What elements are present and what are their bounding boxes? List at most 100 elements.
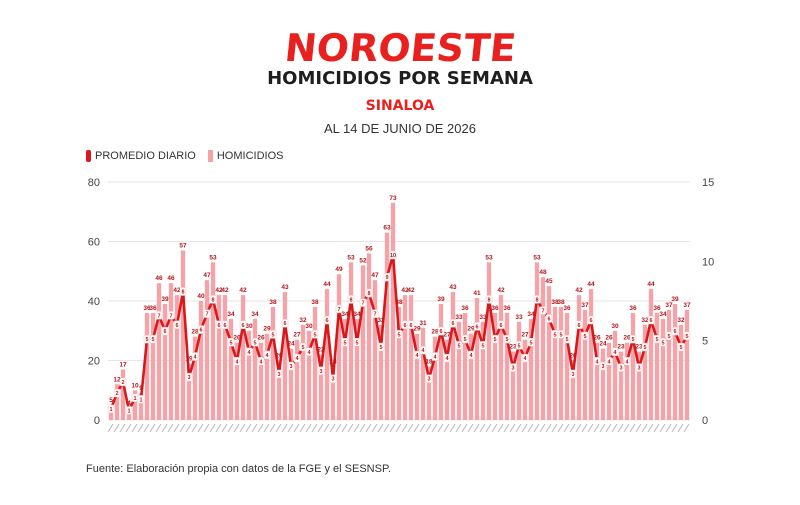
bar-data-label: 37 [581,302,589,309]
x-tick-mark [329,423,336,433]
bar [474,298,480,420]
bar [366,253,372,420]
bar-data-label: 38 [551,299,559,306]
y-right-tick-label: 10 [702,256,714,268]
x-tick-mark [365,423,372,433]
bar-data-label: 46 [155,275,163,282]
bar-data-label: 32 [299,317,307,324]
x-tick-mark [155,423,162,433]
line-data-label: 6 [475,324,478,330]
line-data-label-box [275,369,283,379]
line-data-label: 2 [115,391,118,397]
bar-data-label: 53 [533,254,541,261]
bar [276,360,282,420]
x-tick-mark [575,423,582,433]
bar-data-label: 43 [449,284,457,291]
x-tick-mark [461,423,468,433]
x-tick-mark [539,423,546,433]
bar [570,360,576,420]
line-data-label: 1 [127,408,130,414]
x-tick-mark [251,423,258,433]
line-data-label: 6 [409,323,412,329]
line-data-label-box [137,395,145,404]
bar-data-label: 47 [371,272,379,279]
y-right-tick-label: 15 [702,177,714,189]
bar [450,292,456,420]
y-left-tick-label: 80 [88,177,100,189]
line-data-label-box [371,309,379,318]
bar-data-label: 36 [563,305,571,312]
bar [264,333,270,420]
line-data-label-box [173,320,181,330]
x-tick-mark [269,423,276,433]
bar-data-label: 38 [557,299,565,306]
line-data-label-box [563,334,571,344]
bar [522,339,528,420]
bar [342,318,348,420]
bar [492,312,498,420]
line-data-label: 5 [529,340,532,346]
x-tick-mark [557,423,564,433]
bar-data-label: 46 [167,275,175,282]
bar-data-label: 26 [233,335,241,342]
x-tick-mark [659,423,666,433]
line-data-label-box [575,320,583,330]
bar-data-label: 32 [641,317,649,324]
x-tick-mark [377,423,384,433]
line-data-label: 5 [343,340,346,346]
bar [138,393,144,420]
legend-bar-label: HOMICIDIOS [216,150,284,162]
line-data-label: 5 [505,337,508,343]
bar [630,312,636,420]
line-data-label: 7 [157,313,160,319]
bar [180,250,186,420]
line-data-label-box [503,334,511,344]
bar-data-label: 22 [317,347,325,354]
x-tick-mark [125,423,132,433]
x-tick-mark [587,423,594,433]
bar [456,321,462,420]
x-tick-mark [203,423,210,433]
line-data-label-box [599,361,607,371]
bar [384,232,390,420]
bar-data-label: 5 [109,397,113,404]
line-data-label: 4 [307,350,311,356]
line-data-label-box [533,295,541,304]
line-data-label-box [281,318,289,328]
x-tick-mark [401,423,408,433]
bar-data-label: 42 [221,287,229,294]
bar-data-label: 23 [509,344,517,351]
line-data-label: 6 [325,318,328,324]
line-data-label-box [683,331,691,341]
x-tick-mark [185,423,192,433]
bar-data-label: 37 [665,302,673,309]
bar-data-label: 36 [149,305,157,312]
line-data-label-box [209,295,217,304]
x-tick-mark [161,423,168,433]
bar-data-label: 42 [575,287,583,294]
line-data-label: 5 [559,332,562,338]
line-data-label-box [623,357,631,366]
source-note: Fuente: Elaboración propia con datos de … [86,463,391,475]
bar-data-label: 73 [389,195,397,202]
line-data-label-box [527,338,535,347]
line-data-label-box [155,311,163,320]
line-data-label: 4 [295,356,299,362]
x-tick-mark [671,423,678,433]
line-data-label: 4 [247,350,251,356]
y-left-tick-label: 0 [94,415,100,427]
line-data-label-box [305,347,313,357]
line-data-label-box [257,357,265,366]
bar-data-label: 38 [269,299,277,306]
line-data-label-box [269,330,277,339]
bar [432,336,438,420]
bar [666,309,672,420]
line-data-label-box [491,334,499,344]
line-data-label-box [167,311,175,320]
bar [654,312,660,420]
bar [438,303,444,420]
line-data-label: 6 [439,329,442,335]
line-data-label-box [119,377,127,387]
bar-data-label: 18 [329,358,337,365]
line-data-label: 4 [259,359,263,365]
